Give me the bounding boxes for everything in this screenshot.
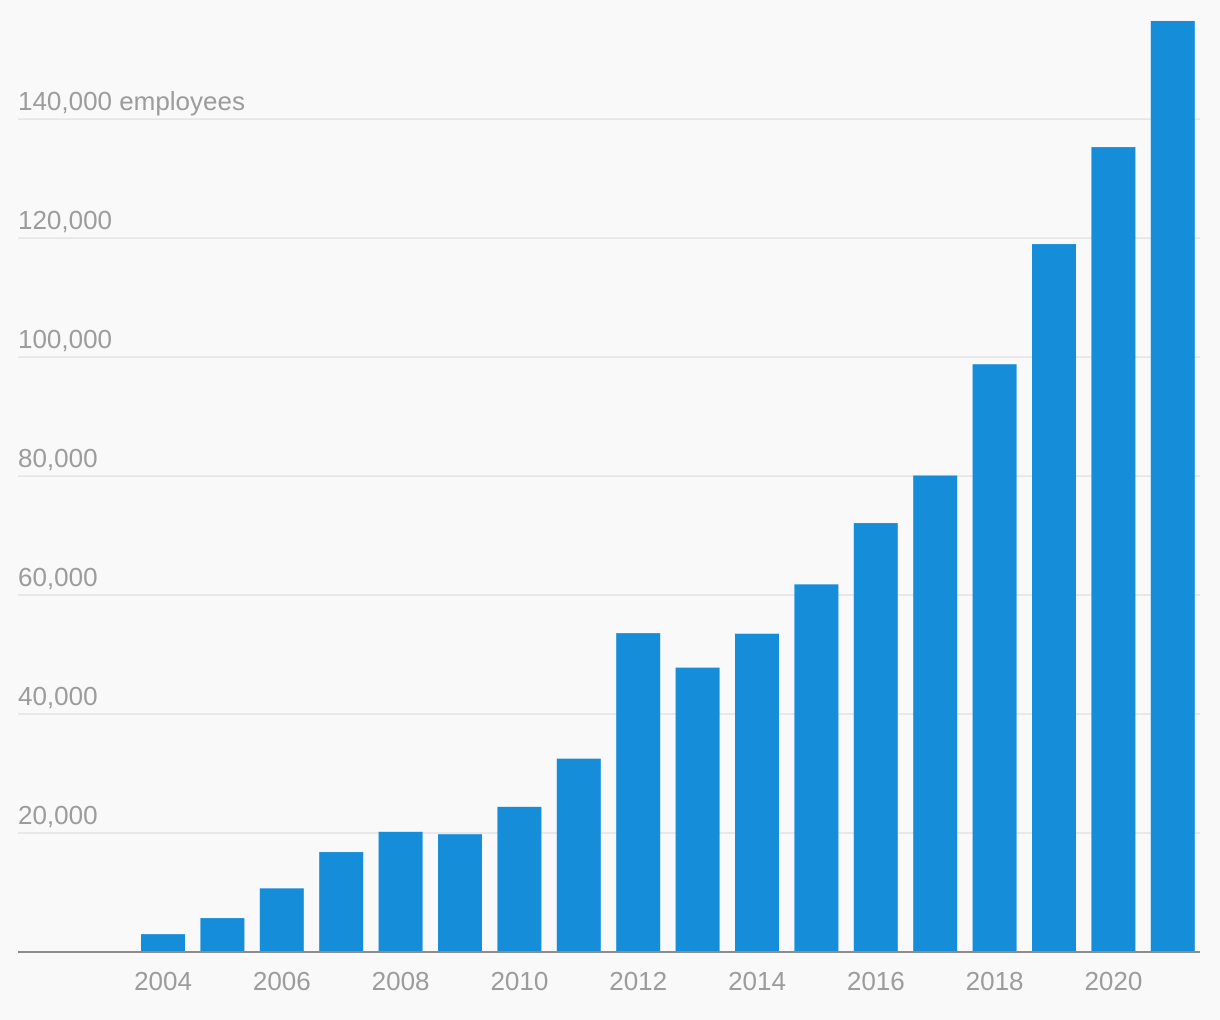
x-tick-label: 2004	[134, 966, 192, 996]
bar-2006	[259, 888, 304, 952]
bar-2012	[616, 633, 661, 952]
x-tick-label: 2018	[966, 966, 1024, 996]
bar-2020	[1091, 147, 1136, 953]
x-axis-labels: 2004 2006 2008 2010 2012 2014 2016 2018 2020	[134, 966, 1142, 996]
bar-2007	[319, 852, 364, 952]
y-tick-label: 140,000 employees	[18, 86, 245, 116]
y-tick-label: 120,000	[18, 205, 112, 235]
bar-2005	[200, 918, 245, 952]
y-tick-label: 20,000	[18, 800, 98, 830]
x-tick-label: 2016	[847, 966, 905, 996]
x-tick-label: 2014	[728, 966, 786, 996]
bar-2015	[794, 584, 839, 952]
bar-2004	[141, 934, 185, 952]
y-tick-label: 60,000	[18, 562, 98, 592]
x-tick-label: 2020	[1084, 966, 1142, 996]
bar-2019	[1032, 244, 1076, 952]
bar-2021	[1150, 20, 1195, 952]
bar-2009	[438, 834, 482, 952]
bar-2016	[853, 523, 898, 952]
x-tick-label: 2006	[253, 966, 311, 996]
bar-2017	[913, 475, 958, 952]
bar-2014	[735, 633, 779, 952]
bar-2008	[378, 831, 423, 952]
y-axis-labels: 20,000 40,000 60,000 80,000 100,000 120,000 14…	[18, 86, 245, 830]
gridlines	[18, 118, 1200, 834]
x-tick-label: 2012	[609, 966, 667, 996]
y-tick-label: 40,000	[18, 681, 98, 711]
y-tick-label: 80,000	[18, 443, 98, 473]
bar-2013	[675, 667, 720, 952]
bars	[141, 20, 1195, 953]
bar-2010	[497, 806, 542, 952]
y-tick-label: 100,000	[18, 324, 112, 354]
x-tick-label: 2008	[372, 966, 430, 996]
x-tick-label: 2010	[490, 966, 548, 996]
bar-2018	[972, 364, 1017, 953]
bar-2011	[556, 758, 601, 952]
